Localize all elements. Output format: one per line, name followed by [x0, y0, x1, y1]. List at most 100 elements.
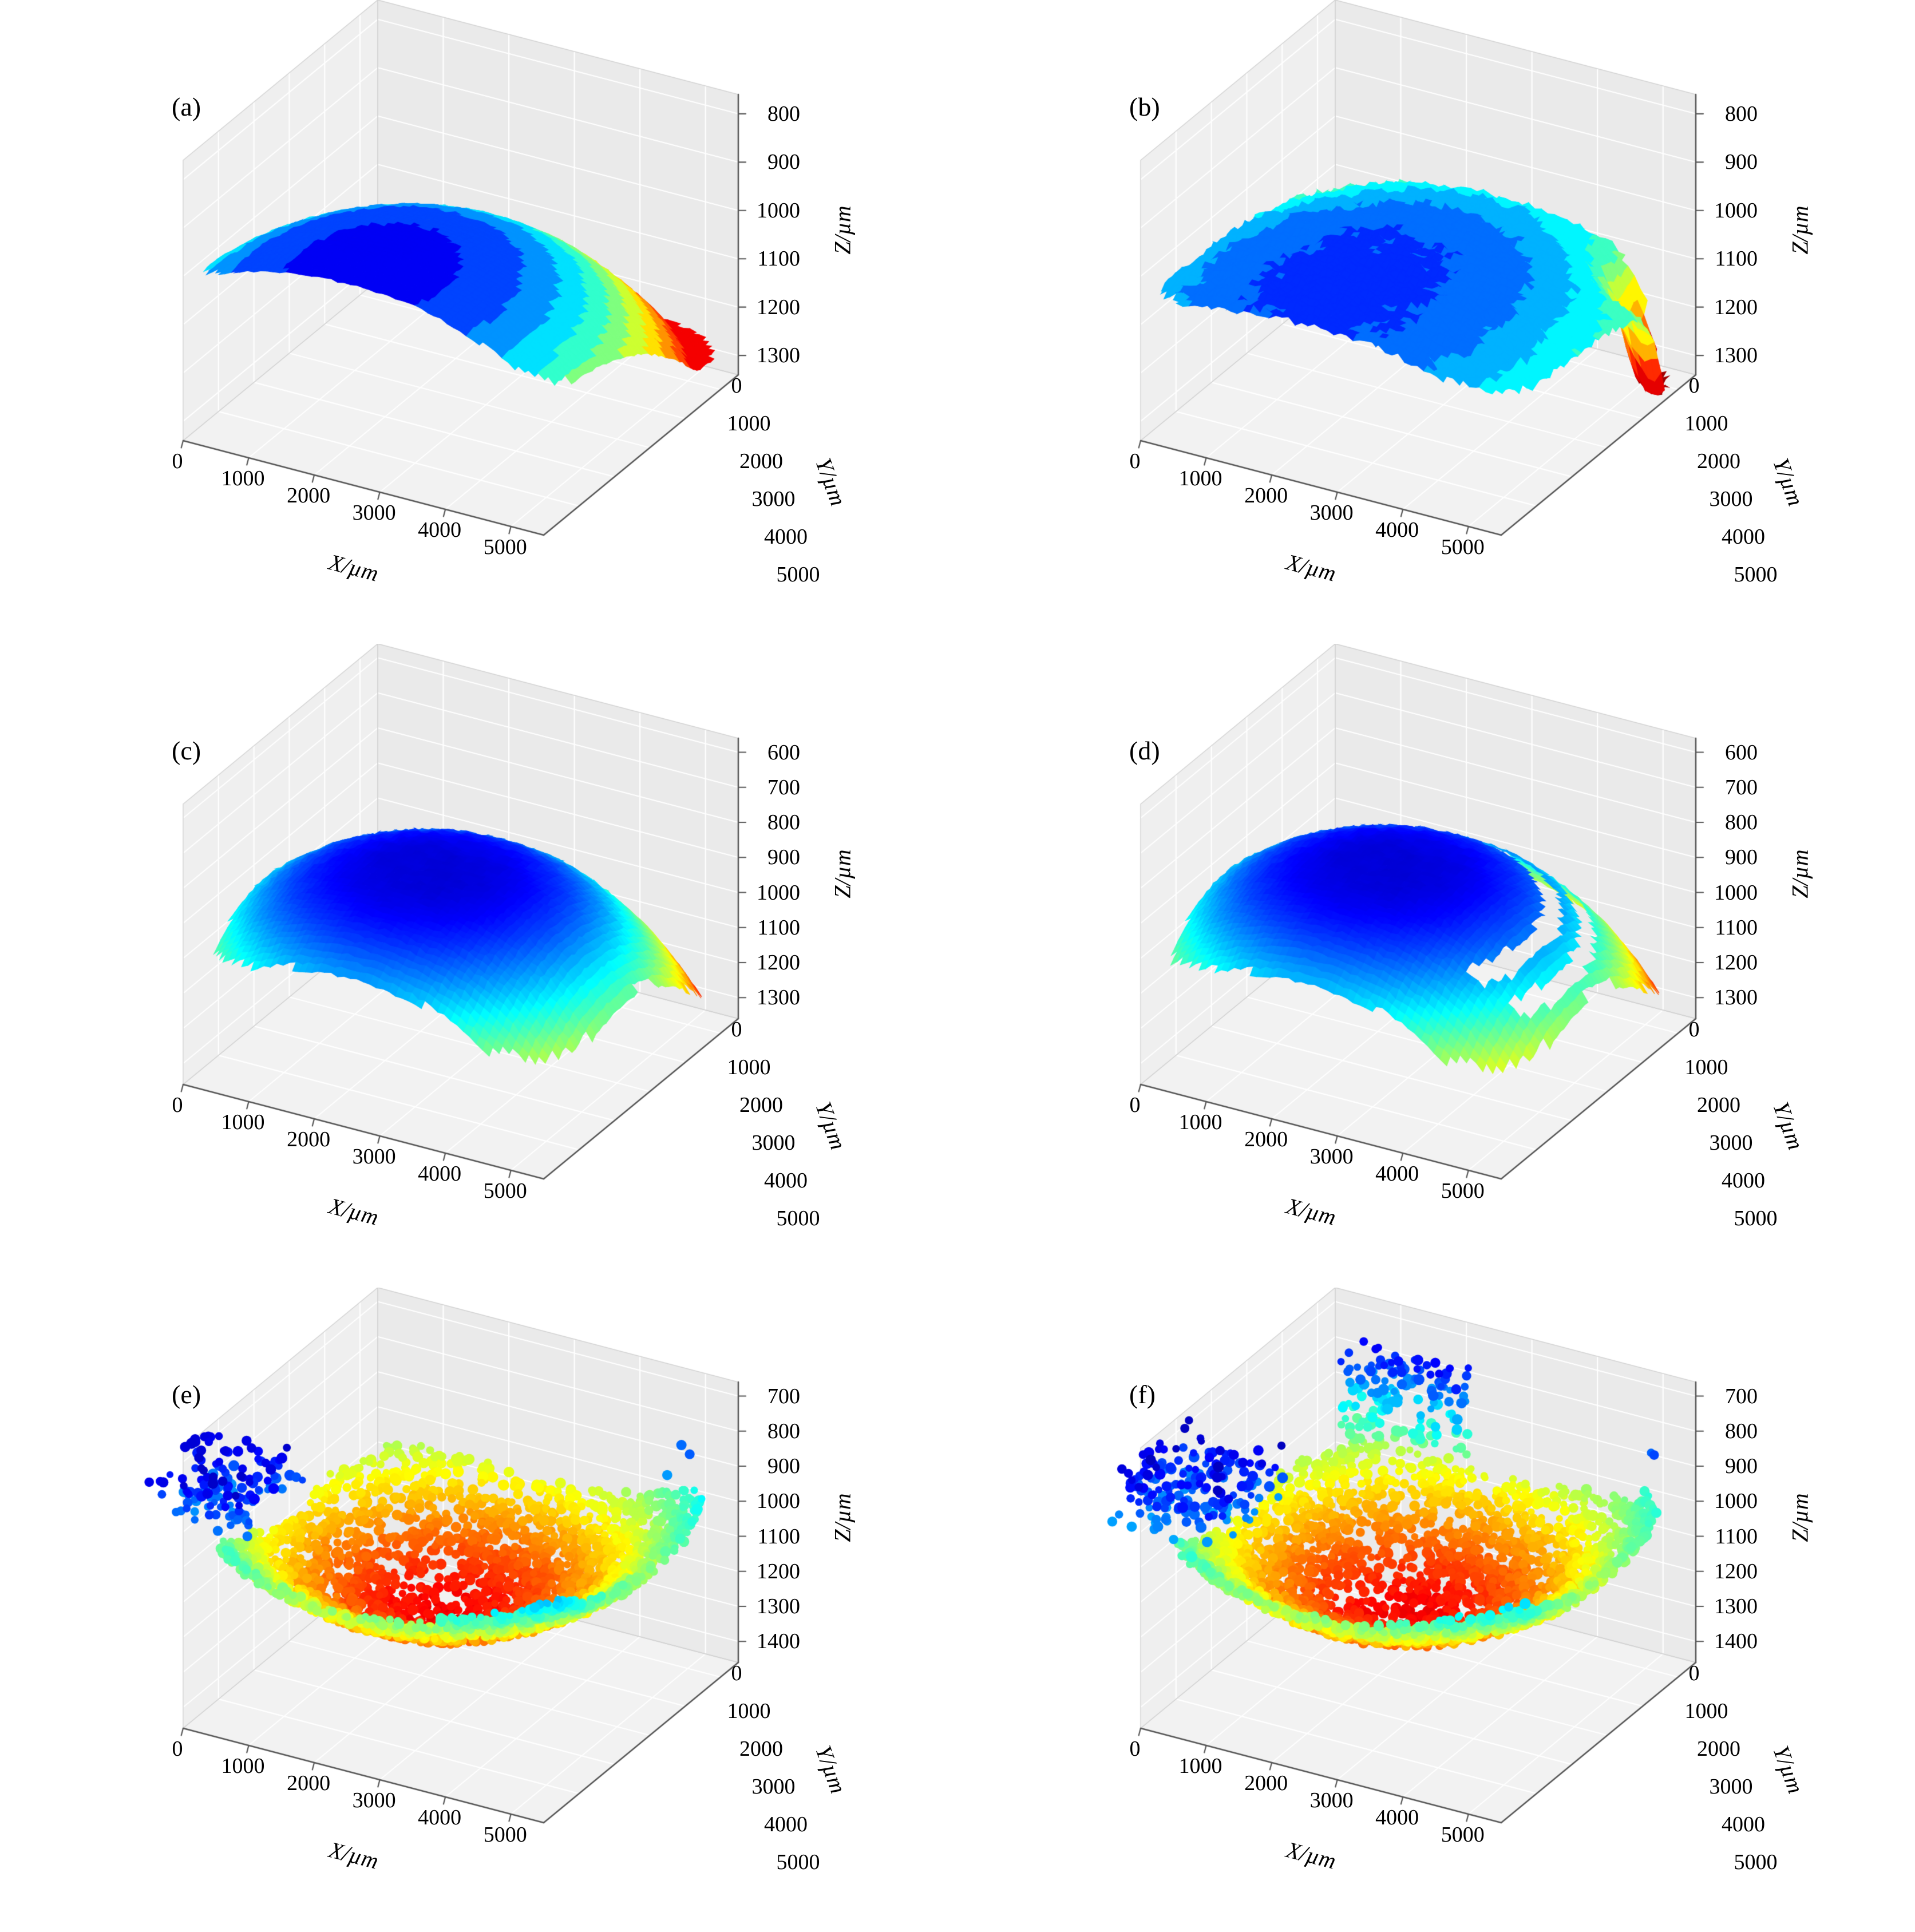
y-tick-label: 5000 — [1734, 1206, 1778, 1230]
panel-d: (d) 0 1000 2000 3000 4000 5000 0 1000 2000 3000 40… — [958, 644, 1915, 1288]
panel-f: (f) 0 1000 2000 3000 4000 5000 0 1000 2000 3000 40… — [958, 1288, 1915, 1932]
z-tick-label: 700 — [767, 775, 800, 799]
panel-label-d: (d) — [1129, 736, 1160, 765]
z-tick-label: 900 — [1725, 1454, 1758, 1478]
y-tick-label: 4000 — [764, 1169, 808, 1193]
x-tick-label: 2000 — [1244, 1127, 1288, 1151]
x-tick-label: 5000 — [1441, 1179, 1485, 1203]
y-tick-label: 5000 — [1734, 1850, 1778, 1874]
z-tick-label: 1300 — [757, 1594, 800, 1618]
panel-label-b: (b) — [1129, 92, 1160, 121]
surface-plot-canvas-a — [0, 0, 958, 644]
y-tick-label: 3000 — [751, 1775, 796, 1799]
z-axis-label: Z/µm — [1787, 1493, 1813, 1542]
z-axis-label: Z/µm — [1787, 205, 1813, 255]
x-tick-label: 5000 — [1441, 1823, 1485, 1847]
y-tick-label: 0 — [1688, 1018, 1700, 1042]
x-tick-label: 0 — [172, 1737, 183, 1761]
y-tick-label: 1000 — [727, 411, 771, 436]
x-tick-label: 3000 — [1309, 1145, 1354, 1169]
z-tick-label: 1300 — [1714, 1594, 1758, 1618]
z-axis-label: Z/µm — [1787, 849, 1813, 898]
z-tick-label: 800 — [1725, 1419, 1758, 1443]
x-tick-label: 4000 — [418, 1806, 462, 1830]
panel-label-a: (a) — [172, 92, 201, 121]
z-tick-label: 700 — [1725, 1384, 1758, 1408]
y-tick-label: 2000 — [1697, 1093, 1740, 1117]
x-tick-label: 1000 — [221, 466, 265, 490]
y-tick-label: 3000 — [1709, 1131, 1753, 1155]
y-tick-label: 1000 — [1684, 1055, 1728, 1079]
x-tick-label: 0 — [172, 449, 183, 473]
x-tick-label: 1000 — [221, 1110, 265, 1134]
y-tick-label: 5000 — [776, 1850, 820, 1874]
z-tick-label: 1000 — [1714, 1489, 1758, 1514]
x-tick-label: 1000 — [221, 1754, 265, 1778]
z-tick-label: 800 — [767, 101, 800, 126]
z-tick-label: 1100 — [1715, 915, 1758, 940]
y-tick-label: 4000 — [1722, 1812, 1765, 1836]
z-tick-label: 1000 — [1714, 198, 1758, 223]
x-tick-label: 0 — [172, 1093, 183, 1117]
y-tick-label: 2000 — [1697, 449, 1740, 473]
z-tick-label: 1300 — [757, 985, 800, 1010]
z-tick-label: 700 — [1725, 775, 1758, 799]
panel-b: (b) 0 1000 2000 3000 4000 5000 0 1000 2000 3000 40… — [958, 0, 1915, 644]
z-tick-label: 900 — [1725, 845, 1758, 870]
x-tick-label: 0 — [1129, 1093, 1141, 1117]
z-tick-label: 1200 — [757, 951, 800, 975]
y-tick-label: 2000 — [739, 1093, 783, 1117]
z-tick-label: 1000 — [1714, 880, 1758, 905]
z-tick-label: 1300 — [1714, 343, 1758, 368]
z-tick-label: 900 — [767, 150, 800, 175]
z-tick-label: 1100 — [757, 915, 800, 940]
x-tick-label: 4000 — [1375, 1806, 1419, 1830]
x-tick-label: 3000 — [1309, 501, 1354, 525]
y-tick-label: 0 — [731, 1661, 742, 1685]
x-tick-label: 1000 — [1178, 1110, 1222, 1134]
x-tick-label: 4000 — [418, 1162, 462, 1186]
y-tick-label: 2000 — [739, 1737, 783, 1761]
y-tick-label: 5000 — [1734, 563, 1778, 587]
panel-label-f: (f) — [1129, 1380, 1156, 1409]
z-tick-label: 1000 — [757, 880, 800, 905]
panel-label-c: (c) — [172, 736, 201, 765]
z-tick-label: 1100 — [1715, 1524, 1758, 1549]
x-tick-label: 0 — [1129, 449, 1141, 473]
z-tick-label: 1100 — [757, 1524, 800, 1549]
z-tick-label: 1200 — [1714, 951, 1758, 975]
x-tick-label: 5000 — [483, 1179, 527, 1203]
z-axis-label: Z/µm — [829, 205, 856, 255]
x-tick-label: 4000 — [418, 518, 462, 542]
y-tick-label: 3000 — [751, 1131, 796, 1155]
x-tick-label: 5000 — [483, 535, 527, 559]
y-tick-label: 5000 — [776, 1206, 820, 1230]
y-tick-label: 4000 — [1722, 1169, 1765, 1193]
x-tick-label: 4000 — [1375, 518, 1419, 542]
x-tick-label: 2000 — [1244, 484, 1288, 508]
y-tick-label: 3000 — [1709, 1775, 1753, 1799]
x-tick-label: 2000 — [1244, 1771, 1288, 1795]
x-tick-label: 2000 — [287, 1127, 331, 1151]
surface-plot-canvas-c — [0, 644, 958, 1288]
z-tick-label: 1100 — [1715, 247, 1758, 271]
z-tick-label: 1200 — [1714, 295, 1758, 319]
z-tick-label: 1200 — [757, 1559, 800, 1583]
z-tick-label: 1000 — [757, 1489, 800, 1514]
y-tick-label: 1000 — [727, 1699, 771, 1723]
x-tick-label: 2000 — [287, 1771, 331, 1795]
panel-e: (e) 0 1000 2000 3000 4000 5000 0 1000 2000 3000 40… — [0, 1288, 958, 1932]
z-tick-label: 900 — [767, 1454, 800, 1478]
panel-label-e: (e) — [172, 1380, 201, 1409]
x-tick-label: 3000 — [352, 1145, 396, 1169]
surface-plot-canvas-e — [0, 1288, 958, 1931]
x-tick-label: 3000 — [352, 1788, 396, 1812]
x-tick-label: 0 — [1129, 1737, 1141, 1761]
z-tick-label: 1300 — [1714, 985, 1758, 1010]
z-tick-label: 1200 — [757, 295, 800, 319]
z-tick-label: 800 — [767, 1419, 800, 1443]
z-tick-label: 900 — [1725, 150, 1758, 175]
z-tick-label: 800 — [767, 810, 800, 834]
panel-c: (c) 0 1000 2000 3000 4000 5000 0 1000 2000 3000 40… — [0, 644, 958, 1288]
